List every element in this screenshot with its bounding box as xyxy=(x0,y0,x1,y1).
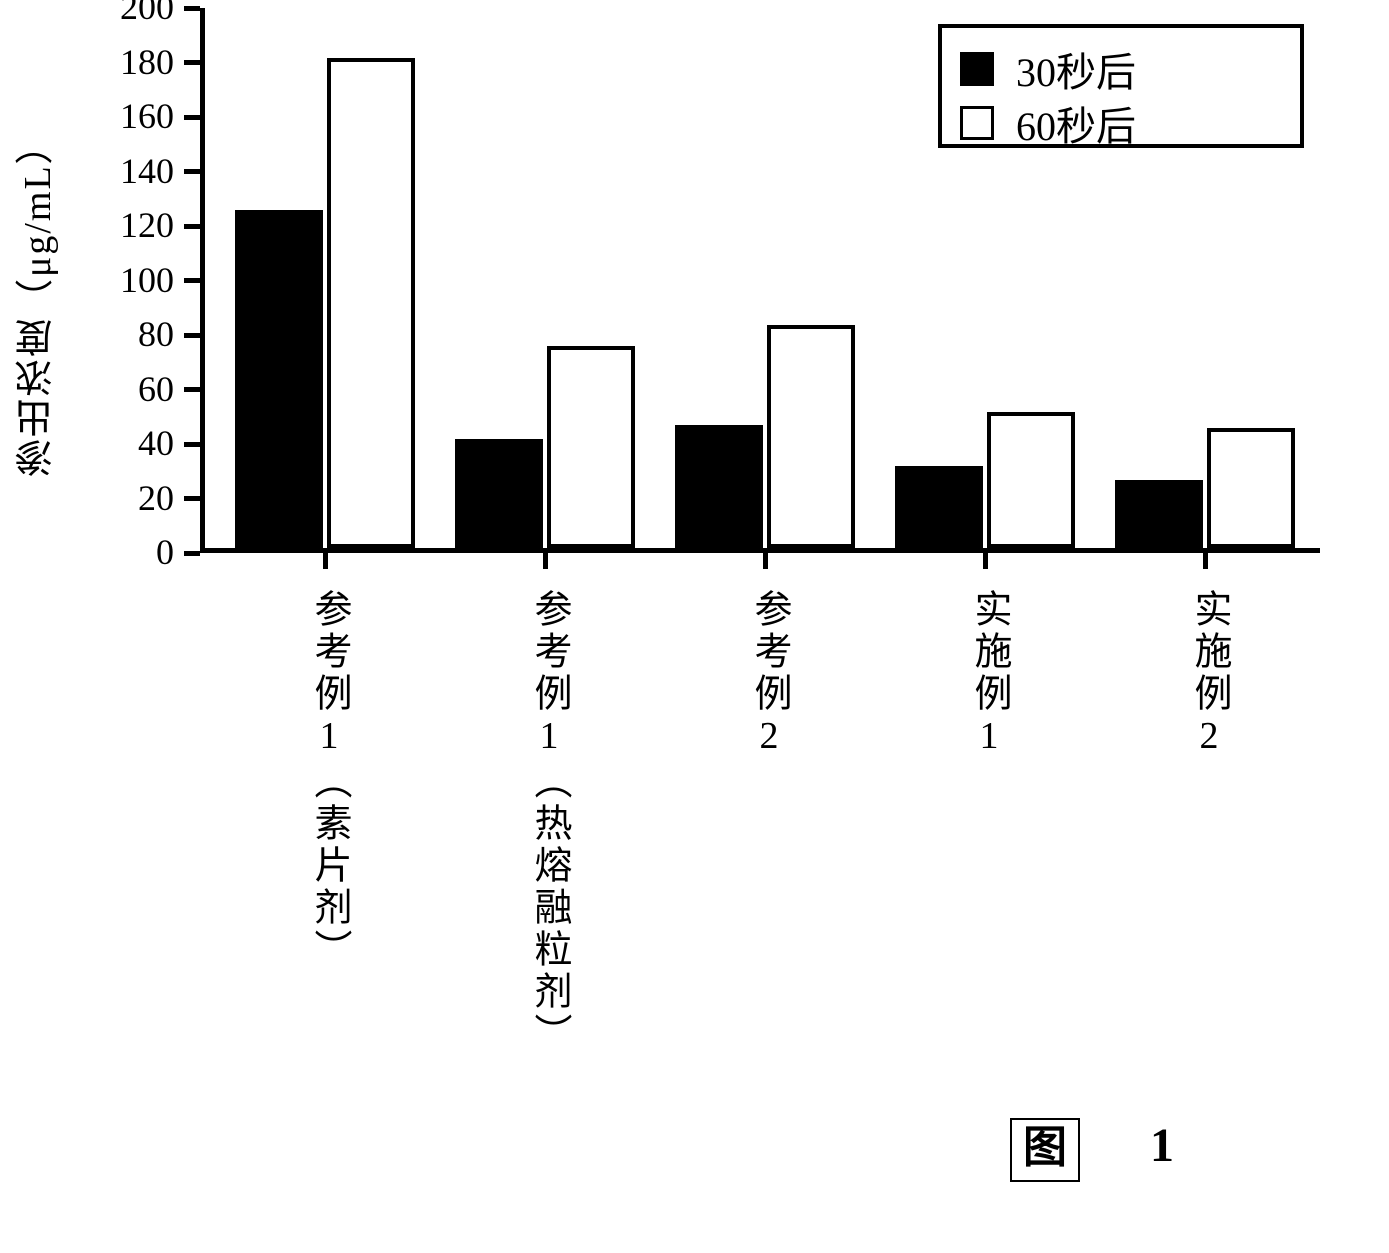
bar-60s xyxy=(987,412,1075,548)
y-tick-label: 60 xyxy=(94,368,174,410)
legend-item: 30秒后 xyxy=(960,40,1136,98)
y-tick xyxy=(184,387,200,392)
y-tick-label: 200 xyxy=(94,0,174,28)
bar-60s xyxy=(547,346,635,548)
bar-30s xyxy=(675,425,763,548)
y-tick xyxy=(184,224,200,229)
y-tick xyxy=(184,442,200,447)
y-tick-label: 140 xyxy=(94,150,174,192)
legend-label: 30秒后 xyxy=(1016,40,1136,98)
y-tick xyxy=(184,278,200,283)
y-tick xyxy=(184,551,200,556)
y-tick-label: 100 xyxy=(94,259,174,301)
legend-swatch xyxy=(960,106,994,140)
legend-swatch xyxy=(960,52,994,86)
y-tick-label: 80 xyxy=(94,313,174,355)
y-tick xyxy=(184,333,200,338)
bar-30s xyxy=(895,466,983,548)
y-tick xyxy=(184,115,200,120)
figure-caption-box: 图 xyxy=(1010,1118,1080,1182)
x-tick xyxy=(763,553,768,569)
x-tick xyxy=(543,553,548,569)
y-tick-label: 20 xyxy=(94,477,174,519)
x-tick xyxy=(983,553,988,569)
bar-30s xyxy=(235,210,323,548)
bar-60s xyxy=(767,325,855,548)
legend-item: 60秒后 xyxy=(960,94,1136,152)
x-category-label: 参考例1（素片剂） xyxy=(302,589,357,971)
y-tick-label: 120 xyxy=(94,204,174,246)
y-tick xyxy=(184,169,200,174)
y-tick-label: 40 xyxy=(94,422,174,464)
y-tick-label: 180 xyxy=(94,41,174,83)
bar-60s xyxy=(327,58,415,549)
x-category-label: 实施例1 xyxy=(962,589,1017,761)
legend: 30秒后60秒后 xyxy=(938,24,1304,148)
y-tick-label: 0 xyxy=(94,531,174,573)
y-axis-label: 渗出浓度（μg/mL） xyxy=(10,48,65,553)
x-tick xyxy=(1203,553,1208,569)
figure-caption-number: 1 xyxy=(1150,1118,1174,1173)
y-tick xyxy=(184,60,200,65)
bar-60s xyxy=(1207,428,1295,548)
y-tick xyxy=(184,496,200,501)
x-category-label: 参考例1（热熔融粒剂） xyxy=(522,589,577,1055)
x-category-label: 参考例2 xyxy=(742,589,797,761)
bar-30s xyxy=(1115,480,1203,548)
bar-30s xyxy=(455,439,543,548)
y-tick-label: 160 xyxy=(94,95,174,137)
x-tick xyxy=(323,553,328,569)
legend-label: 60秒后 xyxy=(1016,94,1136,152)
bar-chart: 0 20 40 60 80 100 120 140 160 180 200 渗出浓度（μg/mL） 参考… xyxy=(0,0,1389,1253)
y-tick xyxy=(184,6,200,11)
x-category-label: 实施例2 xyxy=(1182,589,1237,761)
